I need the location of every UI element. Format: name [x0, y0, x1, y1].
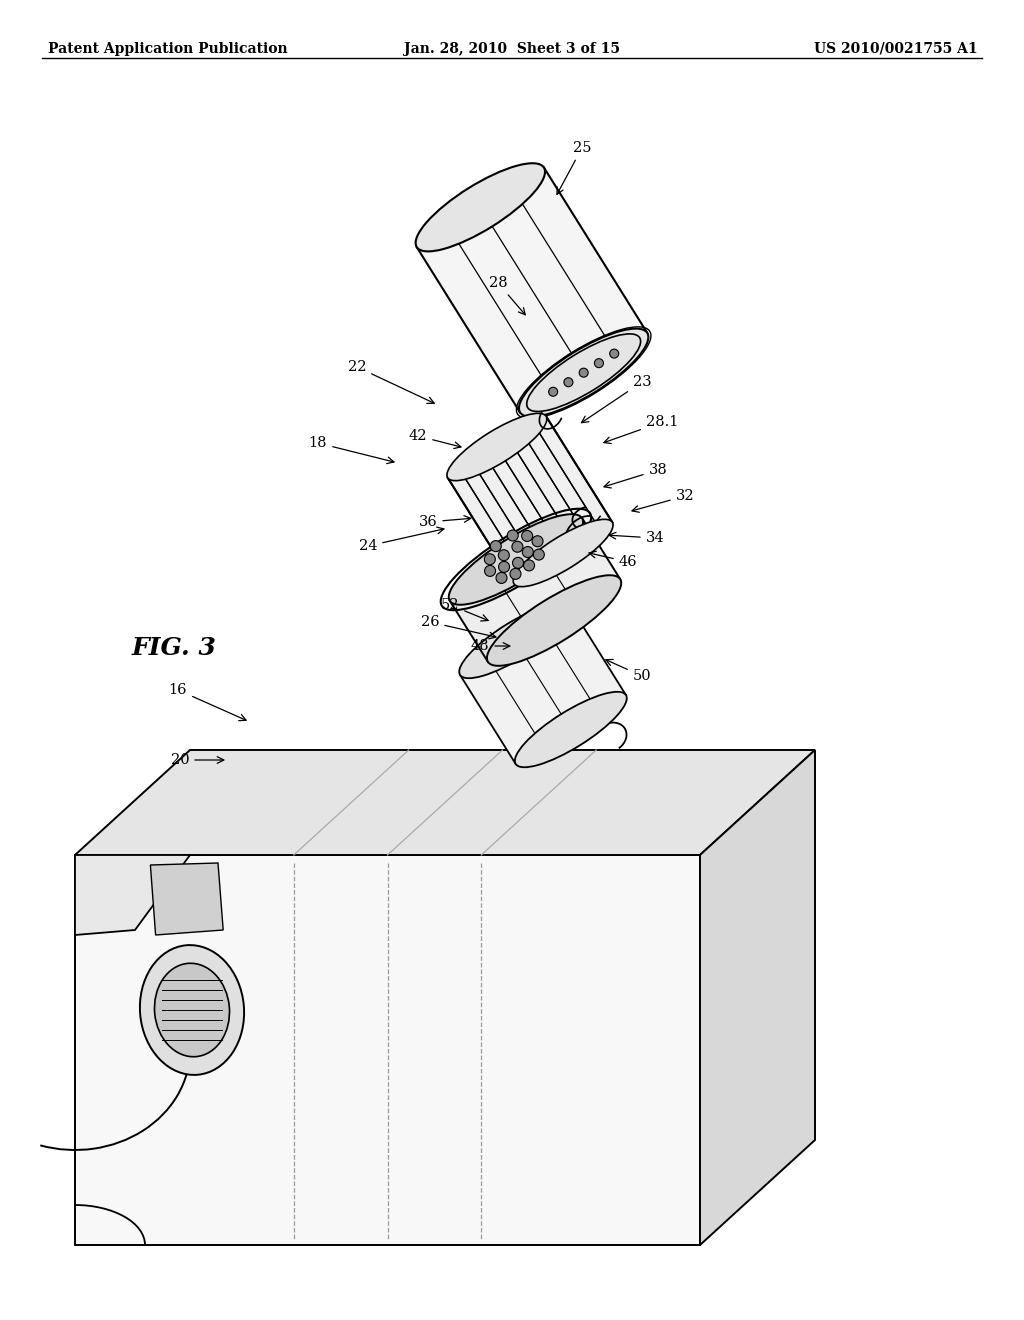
Circle shape	[534, 549, 545, 560]
Text: Jan. 28, 2010  Sheet 3 of 15: Jan. 28, 2010 Sheet 3 of 15	[404, 42, 620, 55]
Circle shape	[549, 387, 558, 396]
Text: 46: 46	[589, 552, 637, 569]
Polygon shape	[447, 416, 612, 583]
Polygon shape	[151, 863, 223, 935]
Circle shape	[496, 573, 507, 583]
Text: 24: 24	[358, 527, 444, 553]
Text: 28.1: 28.1	[604, 414, 678, 444]
Text: 26: 26	[421, 615, 496, 639]
Circle shape	[609, 348, 618, 358]
Text: 20: 20	[171, 752, 224, 767]
Text: 25: 25	[557, 141, 591, 194]
Circle shape	[507, 531, 518, 541]
Text: 52: 52	[440, 598, 488, 620]
Ellipse shape	[449, 515, 583, 605]
Text: 42: 42	[409, 429, 461, 449]
Circle shape	[532, 536, 543, 546]
Ellipse shape	[446, 413, 547, 480]
Ellipse shape	[459, 603, 571, 678]
Circle shape	[510, 569, 521, 579]
Text: 38: 38	[604, 463, 668, 488]
Text: 16: 16	[169, 682, 246, 721]
Ellipse shape	[519, 329, 648, 417]
Circle shape	[523, 560, 535, 572]
Text: Patent Application Publication: Patent Application Publication	[48, 42, 288, 55]
Circle shape	[513, 557, 523, 569]
Text: FIG. 3: FIG. 3	[132, 636, 217, 660]
Text: 28: 28	[488, 276, 525, 315]
Text: 22: 22	[348, 360, 434, 404]
Ellipse shape	[155, 964, 229, 1057]
Polygon shape	[450, 519, 621, 661]
Circle shape	[521, 531, 532, 541]
Polygon shape	[700, 750, 815, 1245]
Polygon shape	[460, 606, 626, 764]
Text: 36: 36	[419, 515, 471, 529]
Text: 23: 23	[582, 375, 651, 422]
Polygon shape	[417, 168, 647, 412]
Ellipse shape	[140, 945, 244, 1074]
Text: 50: 50	[606, 660, 651, 682]
Circle shape	[564, 378, 572, 387]
Text: 32: 32	[632, 488, 694, 512]
Text: 18: 18	[309, 436, 394, 463]
Circle shape	[499, 561, 510, 573]
Circle shape	[580, 368, 588, 378]
Text: 34: 34	[609, 531, 665, 545]
Ellipse shape	[416, 164, 545, 251]
Circle shape	[484, 565, 496, 577]
Circle shape	[490, 541, 502, 552]
Polygon shape	[75, 855, 190, 935]
Circle shape	[522, 546, 534, 557]
Circle shape	[594, 359, 603, 368]
Text: US 2010/0021755 A1: US 2010/0021755 A1	[814, 42, 978, 55]
Circle shape	[484, 554, 496, 565]
Circle shape	[499, 549, 509, 561]
Ellipse shape	[513, 519, 613, 586]
Polygon shape	[75, 855, 700, 1245]
Text: 48: 48	[471, 639, 510, 653]
Polygon shape	[75, 750, 815, 855]
Circle shape	[512, 541, 523, 552]
Ellipse shape	[487, 576, 622, 665]
Ellipse shape	[515, 692, 627, 767]
